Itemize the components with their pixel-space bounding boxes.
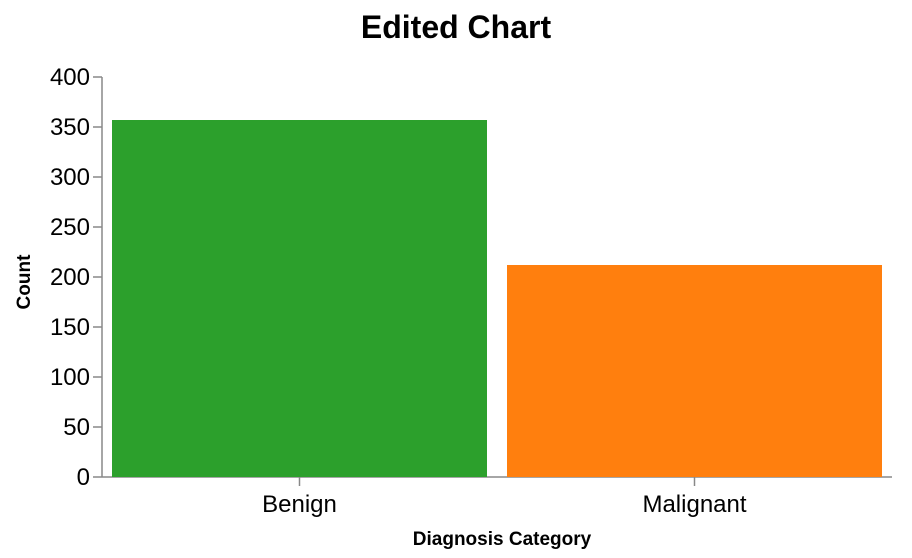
y-axis: 0 50 100 150 200 250 300 350 400 [50,64,103,491]
chart-title: Edited Chart [361,9,552,45]
y-tick-label: 150 [50,314,90,341]
y-tick-label: 400 [50,64,90,91]
x-axis-title: Diagnosis Category [413,529,592,550]
bars [112,120,882,477]
bar-malignant [507,265,882,477]
y-tick-label: 50 [63,414,90,441]
y-tick-label: 200 [50,264,90,291]
x-tick-label: Malignant [642,491,746,518]
y-tick-label: 100 [50,364,90,391]
bar-benign [112,120,487,477]
y-tick-label: 300 [50,164,90,191]
y-tick-label: 250 [50,214,90,241]
y-tick-label: 350 [50,114,90,141]
y-tick-label: 0 [77,464,90,491]
y-axis-title: Count [14,254,35,310]
x-axis: Benign Malignant [102,476,892,518]
x-tick-label: Benign [262,491,337,518]
